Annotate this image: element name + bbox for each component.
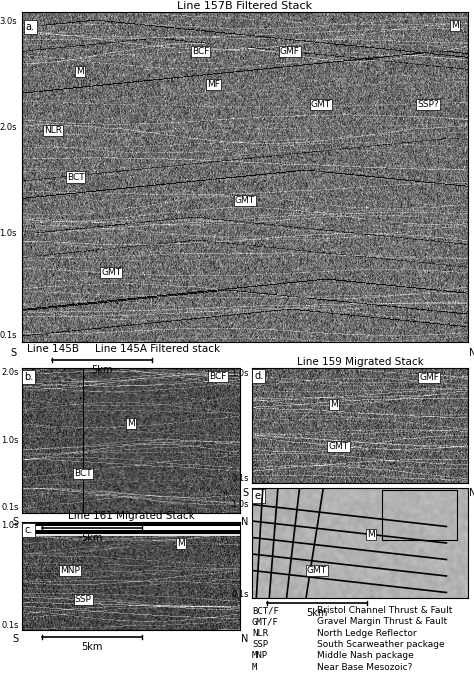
Text: NLR: NLR (44, 127, 62, 135)
Text: 3.0s: 3.0s (0, 17, 17, 26)
Text: S: S (243, 488, 249, 497)
Text: 1.0s: 1.0s (1, 521, 19, 530)
Text: MF: MF (207, 80, 220, 89)
Text: Line 145A Filtered stack: Line 145A Filtered stack (95, 343, 220, 353)
Text: Line 145B: Line 145B (27, 343, 79, 353)
Text: 0.1s: 0.1s (1, 503, 19, 511)
Text: c.: c. (24, 525, 33, 535)
Text: 0.1s: 0.1s (231, 590, 249, 599)
Text: 1.0s: 1.0s (0, 229, 17, 238)
Text: GMT: GMT (307, 566, 327, 575)
Text: 0.1s: 0.1s (0, 331, 17, 340)
Text: NLR: NLR (252, 629, 268, 638)
Bar (382, 490, 457, 540)
Text: a.: a. (26, 22, 35, 32)
Text: GMF: GMF (419, 373, 439, 382)
Text: South Scarweather package: South Scarweather package (317, 640, 445, 649)
Text: 2.0s: 2.0s (0, 123, 17, 132)
Text: Bristol Channel Thrust & Fault: Bristol Channel Thrust & Fault (317, 606, 452, 615)
Text: BCT/F: BCT/F (252, 606, 279, 615)
Text: GMT: GMT (328, 441, 348, 451)
Text: BCT: BCT (67, 172, 84, 182)
Title: Line 159 Migrated Stack: Line 159 Migrated Stack (297, 357, 423, 367)
Text: 1.0s: 1.0s (231, 500, 249, 509)
Text: 5km: 5km (91, 365, 113, 376)
Text: 5km: 5km (306, 608, 328, 618)
Text: N: N (469, 488, 474, 497)
Text: 5km: 5km (82, 534, 103, 543)
Text: M: M (76, 67, 84, 76)
Text: Middle Nash package: Middle Nash package (317, 651, 413, 660)
Text: 5km: 5km (82, 643, 103, 652)
Text: S: S (10, 348, 17, 358)
Text: North Ledge Reflector: North Ledge Reflector (317, 629, 417, 638)
Text: N: N (241, 635, 248, 644)
Text: GMT/F: GMT/F (252, 618, 279, 627)
Text: SSP: SSP (252, 640, 268, 649)
Title: Line 161 Migrated Stack: Line 161 Migrated Stack (68, 511, 194, 521)
Text: M: M (252, 663, 257, 672)
Text: Near Base Mesozoic?: Near Base Mesozoic? (317, 663, 412, 672)
Text: M: M (177, 539, 185, 548)
Text: SSP?: SSP? (417, 100, 438, 109)
Text: e.: e. (254, 491, 263, 501)
Text: b.: b. (24, 372, 34, 382)
Text: N: N (469, 348, 474, 358)
Text: BCT: BCT (74, 469, 92, 479)
Text: 1.0s: 1.0s (1, 436, 19, 445)
Text: S: S (13, 635, 19, 644)
Text: MNP: MNP (60, 566, 80, 575)
Text: GMT: GMT (235, 196, 255, 205)
Text: N: N (241, 518, 248, 528)
Text: GMT: GMT (311, 100, 331, 109)
Text: 0.1s: 0.1s (231, 474, 249, 483)
Text: BCF: BCF (210, 372, 227, 381)
Text: M: M (367, 530, 374, 538)
Text: M: M (451, 21, 458, 30)
Text: GMF: GMF (280, 47, 300, 56)
Text: S: S (13, 518, 19, 528)
Text: GMT: GMT (101, 269, 121, 277)
Title: Line 157B Filtered Stack: Line 157B Filtered Stack (177, 1, 312, 11)
Text: M: M (127, 419, 135, 427)
Text: 2.0s: 2.0s (1, 368, 19, 377)
Text: MNP: MNP (252, 651, 268, 660)
Text: SSP: SSP (74, 595, 91, 604)
Text: BCF: BCF (191, 47, 209, 56)
Text: 1.0s: 1.0s (231, 369, 249, 378)
Text: 0.1s: 0.1s (1, 621, 19, 630)
Text: d.: d. (254, 371, 263, 382)
Text: Gravel Margin Thrust & Fault: Gravel Margin Thrust & Fault (317, 618, 447, 627)
Text: M: M (330, 400, 338, 409)
